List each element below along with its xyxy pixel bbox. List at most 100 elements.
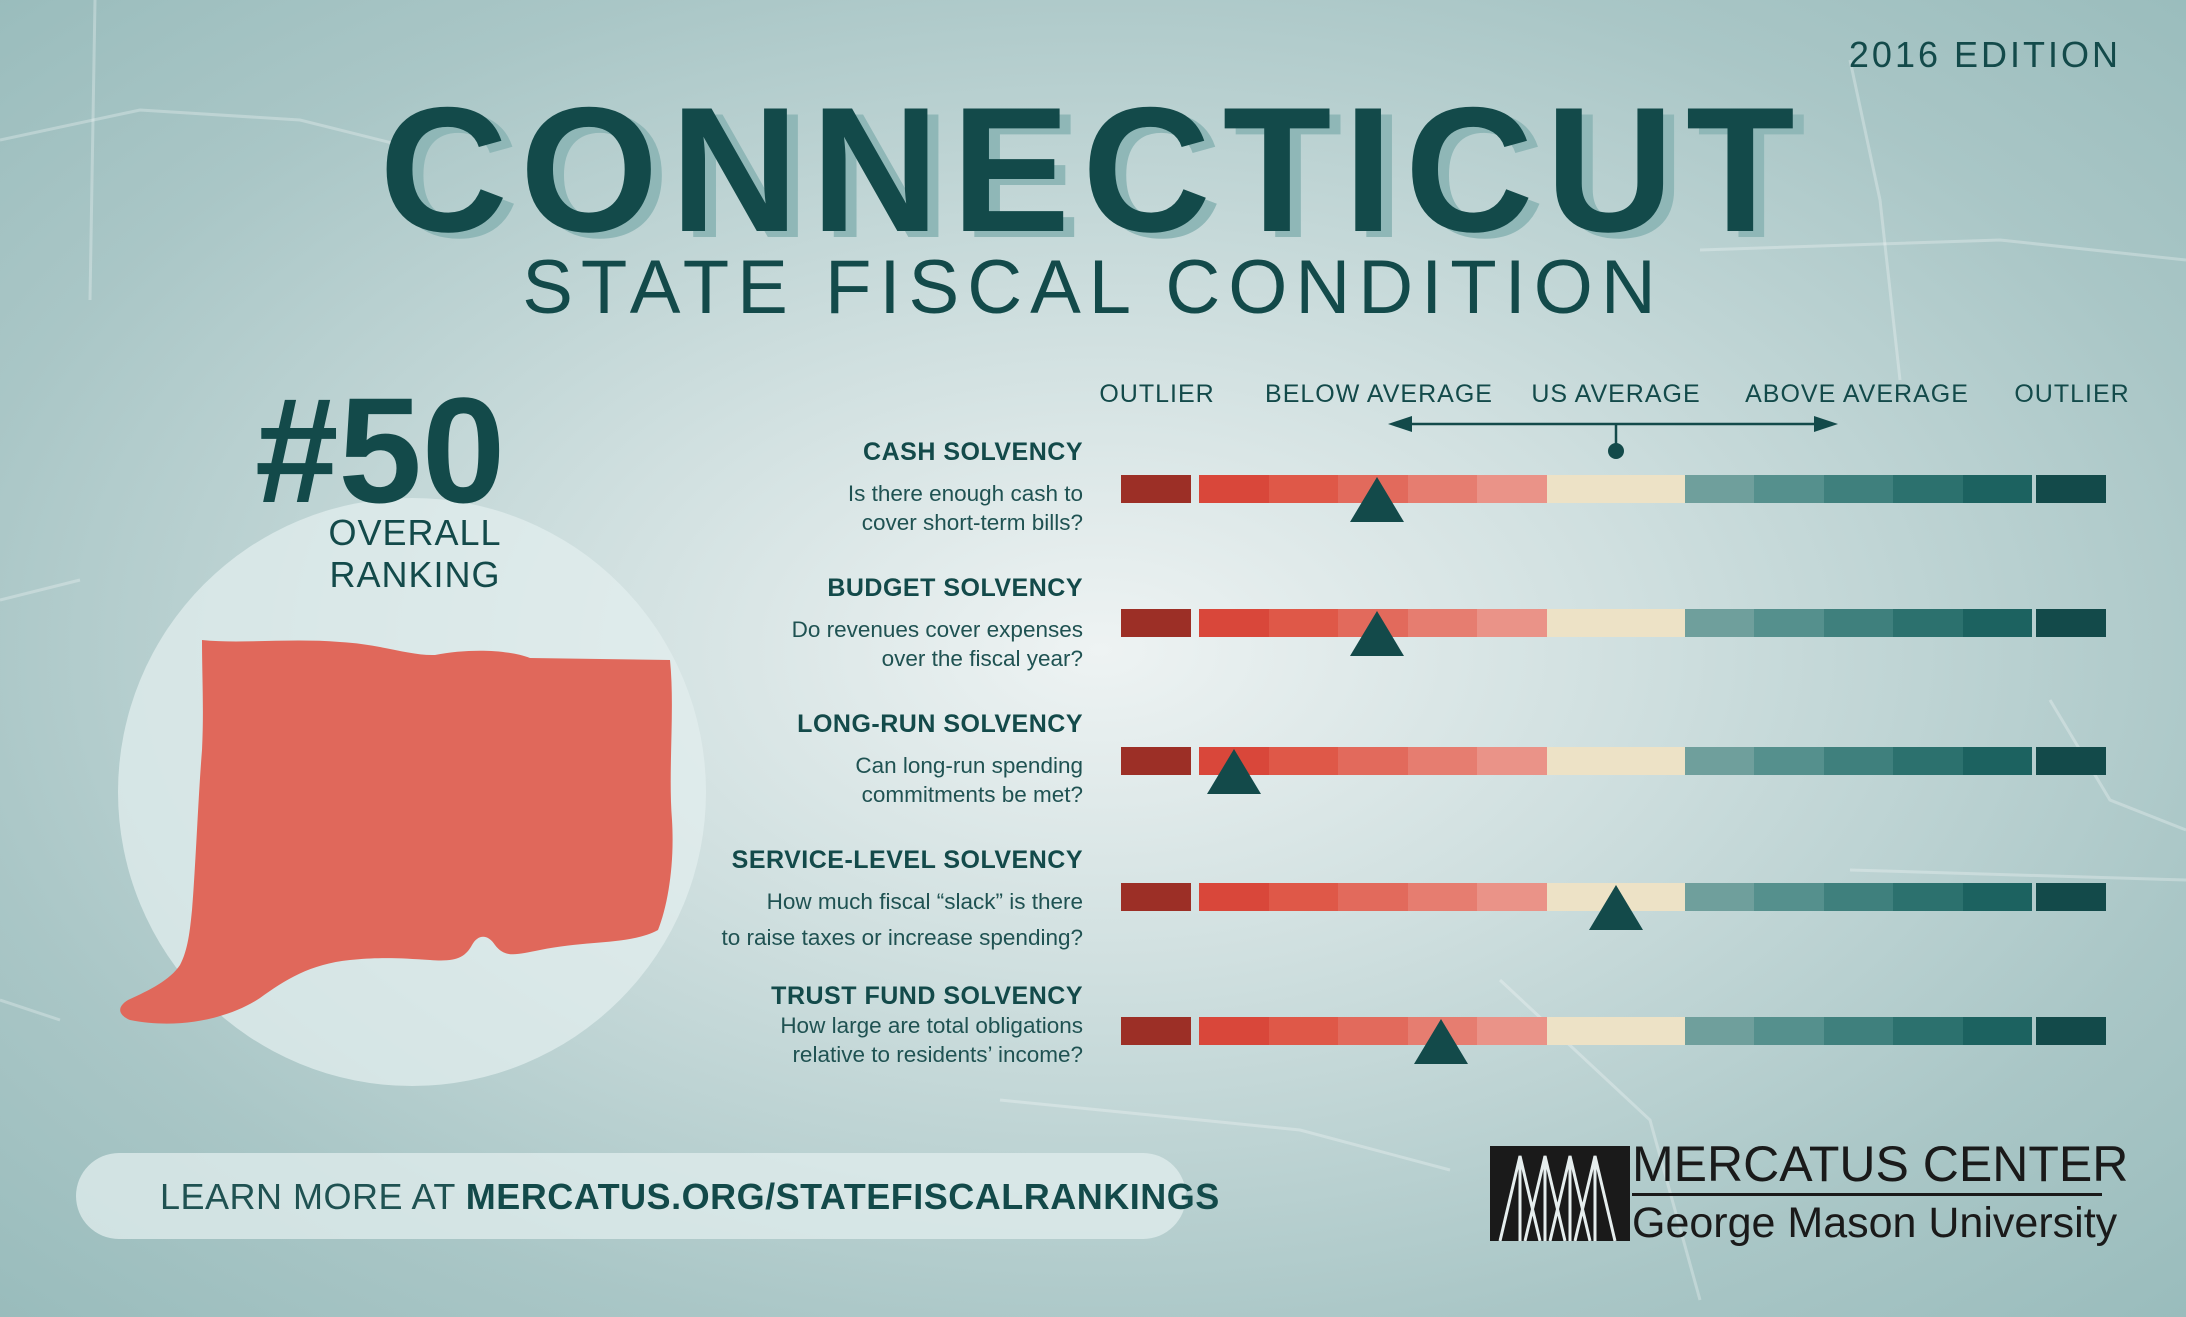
scale-us-average: US AVERAGE [1531,380,1701,408]
learn-more-prefix: LEARN MORE AT [160,1176,466,1217]
scale-segment [1616,747,1686,775]
logo-subtitle: George Mason University [1632,1199,2118,1247]
scale-segment [1685,609,1754,637]
scale-segment [1754,883,1824,911]
learn-more-pill[interactable] [76,1153,1186,1239]
scale-segment [1121,1017,1191,1045]
learn-more-text[interactable]: LEARN MORE AT MERCATUS.ORG/STATEFISCALRA… [160,1176,1220,1218]
scale-segment [1824,883,1893,911]
metric-title: SERVICE-LEVEL SOLVENCY [731,846,1083,874]
scale-segment [1269,747,1338,775]
scale-segment [1199,883,1269,911]
scale-segment [1121,883,1191,911]
scale-segment [1269,883,1338,911]
metric-question-line2: over the fiscal year? [881,646,1083,671]
scale-segment [1338,747,1408,775]
scale-segment [1824,747,1893,775]
scale-segment [1616,475,1686,503]
scale-segment [1408,883,1477,911]
scale-segment [1269,475,1338,503]
scale-segment [1199,1017,1269,1045]
metric-title: TRUST FUND SOLVENCY [771,982,1083,1010]
scale-segment [1754,1017,1824,1045]
scale-segment [1408,747,1477,775]
scale-segment [1477,475,1547,503]
metric-question-line1: Do revenues cover expenses [791,617,1083,642]
scale-segment [1199,609,1269,637]
metric-question-line1: Can long-run spending [855,753,1083,778]
scale-segment [2036,1017,2106,1045]
metric-question-line1: Is there enough cash to [847,481,1083,506]
scale-segment [1121,747,1191,775]
connecticut-shape [120,640,673,1024]
scale-segment [1269,609,1338,637]
scale-segment [1963,883,2032,911]
solvency-scale-bar [1121,1017,2106,1064]
scale-segment [1547,609,1616,637]
scale-segment [1824,609,1893,637]
scale-segment [1893,609,1963,637]
scale-segment [1893,747,1963,775]
scale-segment [1893,883,1963,911]
metric-row: CASH SOLVENCY Is there enough cash to cove… [0,438,2186,538]
solvency-scale-bar [1121,747,2106,794]
logo-name: MERCATUS CENTER [1632,1136,2129,1192]
metric-row: TRUST FUND SOLVENCY How large are total o… [0,982,2186,1082]
overall-ranking-label: OVERALL RANKING [328,512,502,595]
page-subtitle: STATE FISCAL CONDITION [522,245,1664,330]
scale-outlier-left: OUTLIER [1099,380,1215,408]
overall-ranking-number: #50 [255,366,506,534]
metric-title: BUDGET SOLVENCY [827,574,1083,602]
metric-question-line2: to raise taxes or increase spending? [721,925,1083,950]
scale-segment [1121,475,1191,503]
metric-question-line1: How much fiscal “slack” is there [766,889,1083,914]
logo-divider [1632,1193,2102,1196]
scale-arrow [1388,416,1838,459]
scale-segment [1477,883,1547,911]
scale-segment [2036,747,2106,775]
metric-row: BUDGET SOLVENCY Do revenues cover expense… [0,574,2186,674]
scale-segment [1754,747,1824,775]
scale-segment [1963,609,2032,637]
scale-segment [1685,1017,1754,1045]
scale-segment [1754,609,1824,637]
scale-segment [1824,1017,1893,1045]
scale-segment [1754,475,1824,503]
state-position-marker [1350,477,1405,522]
scale-segment [1338,883,1408,911]
scale-segment [1408,475,1477,503]
mercatus-logo-icon [1490,1146,1630,1241]
scale-segment [1199,475,1269,503]
learn-more-url[interactable]: MERCATUS.ORG/STATEFISCALRANKINGS [465,1176,1220,1217]
metric-question-line2: relative to residents’ income? [792,1042,1083,1067]
scale-segment [1547,475,1616,503]
metric-row: LONG-RUN SOLVENCY Can long-run spending co… [0,710,2186,810]
metric-title: CASH SOLVENCY [863,438,1083,466]
solvency-scale-bar [1121,883,2106,930]
scale-segment [1893,1017,1963,1045]
scale-segment [1477,747,1547,775]
state-position-marker [1414,1019,1469,1064]
page-title: CONNECTICUT [379,70,1807,269]
scale-segment [1547,747,1616,775]
scale-segment [2036,883,2106,911]
scale-segment [1547,1017,1616,1045]
metric-question-line2: cover short-term bills? [861,510,1083,535]
scale-below-average: BELOW AVERAGE [1265,380,1493,408]
state-position-marker [1350,611,1405,656]
scale-segment [1477,1017,1547,1045]
scale-segment [1616,609,1686,637]
scale-segment [1963,747,2032,775]
scale-outlier-right: OUTLIER [2014,380,2130,408]
scale-segment [1893,475,1963,503]
scale-segment [2036,475,2106,503]
state-position-marker [1207,749,1262,794]
scale-segment [1963,475,2032,503]
scale-segment [1685,475,1754,503]
scale-segment [1477,609,1547,637]
metric-question-line2: commitments be met? [861,782,1083,807]
scale-segment [1616,1017,1686,1045]
scale-segment [1685,883,1754,911]
scale-segment [1685,747,1754,775]
